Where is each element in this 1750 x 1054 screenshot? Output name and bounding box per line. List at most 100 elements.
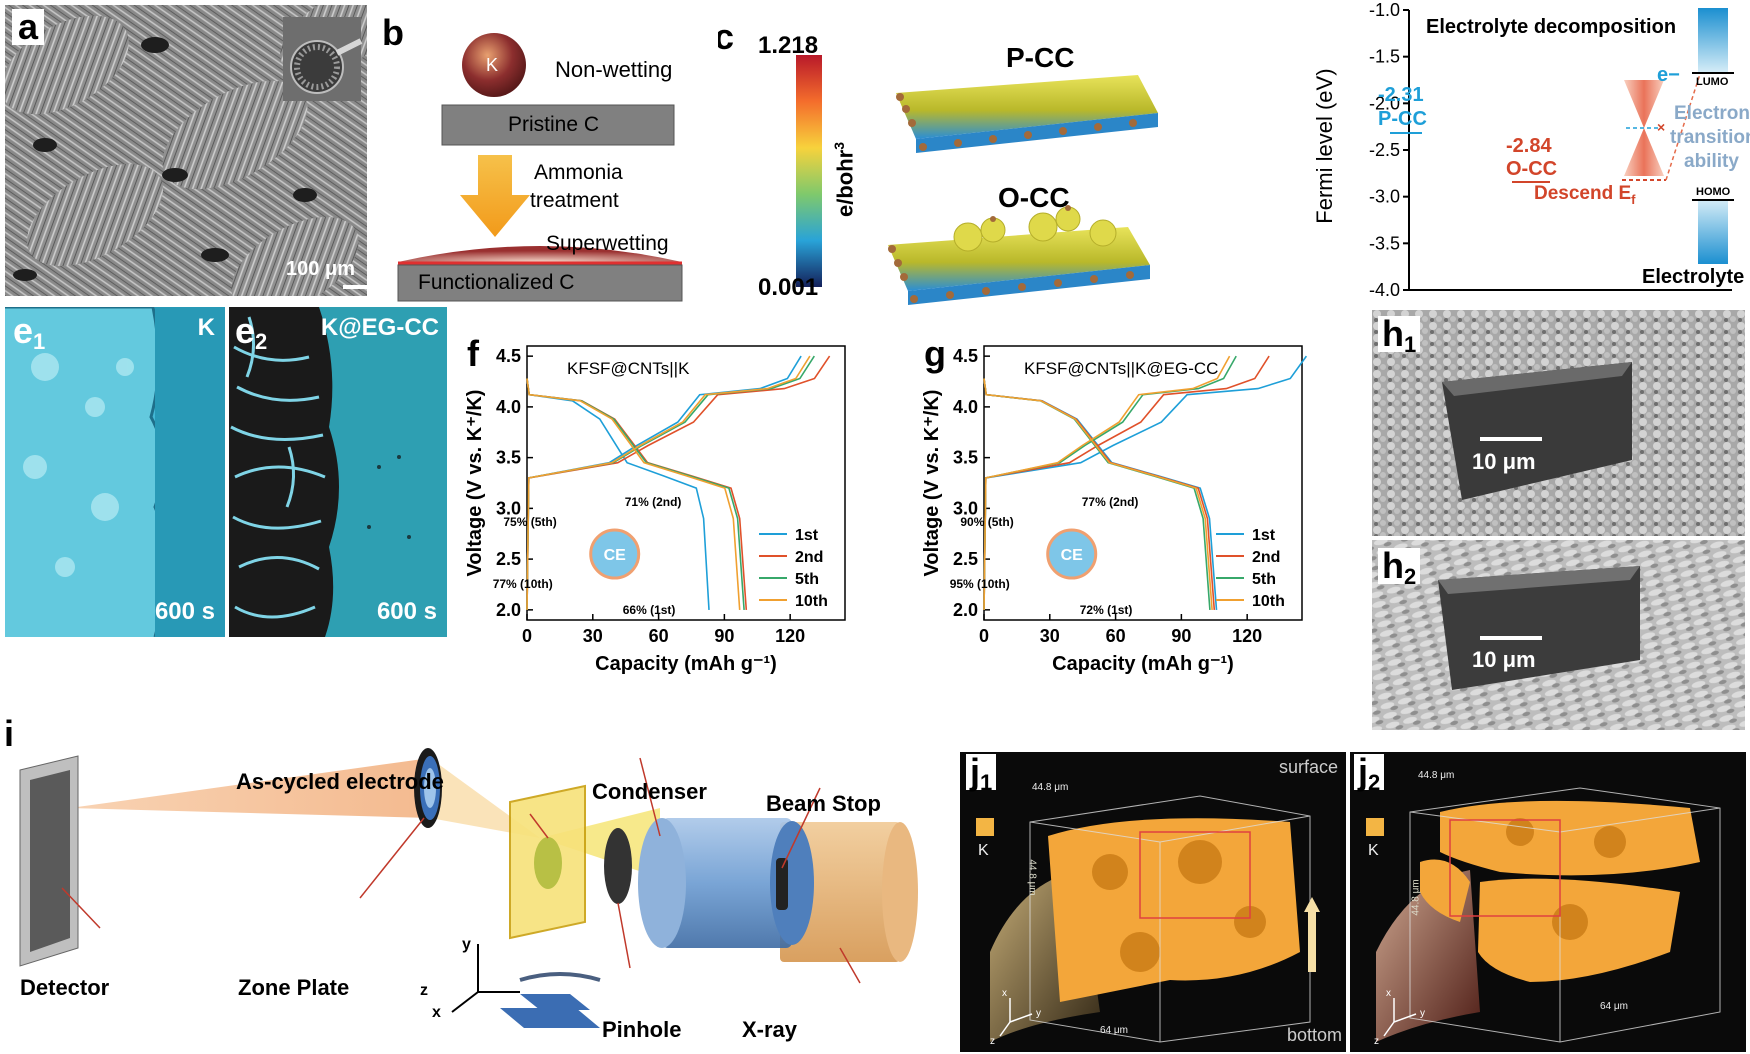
j2-legend: K [1368, 842, 1379, 859]
y-tick-label: 3.0 [953, 498, 978, 518]
panel-h1-sem: h1 10 μm [1372, 310, 1745, 536]
superwetting-film [398, 246, 682, 262]
axis-z-label: z [420, 982, 428, 999]
panel-g-label: g [924, 333, 946, 374]
fermi-tick-label: -1.0 [1369, 0, 1400, 20]
y-tick-label: 3.5 [953, 448, 978, 468]
occ-label: O-CC [998, 182, 1070, 213]
x-tick-label: 90 [1171, 626, 1191, 646]
panel-f-label: f [467, 333, 479, 374]
panel-e2-optical-image: e2 K@EG-CC 600 s [229, 307, 447, 637]
axis-y-label: y [462, 936, 471, 953]
carbon-cloth-texture [5, 5, 367, 296]
j1-ax-x: x [1002, 988, 1007, 999]
detector-label: Detector [20, 975, 110, 1000]
sphere-k-label: K [486, 55, 499, 75]
ce-annotation: 71% (2nd) [625, 495, 682, 509]
x-axis-label: Capacity (mAh g⁻¹) [595, 653, 777, 675]
fermi-tick-label: -4.0 [1369, 280, 1400, 300]
electrolyte-label: Electrolyte [1642, 266, 1745, 288]
pristine-carbon-block [441, 104, 675, 146]
homo-band [1698, 200, 1728, 264]
ce-annotation: 66% (1st) [623, 603, 676, 617]
homo-label: HOMO [1696, 186, 1731, 198]
scale-bar-label: 100 μm [286, 258, 355, 280]
colorbar-max: 1.218 [758, 32, 819, 59]
pcc-label: P-CC [1006, 42, 1075, 73]
charge-curve-1st [526, 355, 802, 610]
y-tick-label: 2.0 [496, 600, 521, 620]
e2-time: 600 s [376, 597, 437, 625]
j2-dim-top: 44.8 μm [1418, 770, 1455, 781]
panel-h2-label: h2 [1378, 548, 1421, 588]
y-tick-label: 4.5 [953, 346, 978, 366]
charge-curve-2nd [526, 355, 831, 610]
fermi-tick-label: -1.5 [1369, 47, 1400, 67]
occ-value: -2.84 [1506, 135, 1552, 157]
pcc-value: -2.31 [1378, 84, 1424, 106]
panel-c-label: c [718, 16, 735, 57]
e1-tag: K [197, 314, 215, 341]
y-tick-label: 4.0 [496, 397, 521, 417]
ce-annotation: 77% (2nd) [1082, 495, 1139, 509]
fermi-level-diagram: -1.0 -1.5 -2.0 -2.5 -3.0 -3.5 -4.0 × [1369, 0, 1734, 300]
superwetting-label: Superwetting [546, 232, 669, 255]
charge-curve-2nd [983, 355, 1270, 610]
ce-annotation: 77% (10th) [493, 577, 553, 591]
k-volume [1048, 818, 1300, 1002]
plot-frame [526, 345, 846, 621]
condenser-label: Condenser [592, 779, 707, 804]
legend-label-10th: 10th [795, 593, 828, 610]
ce-label: CE [604, 547, 627, 564]
fermi-tick-label: -2.5 [1369, 140, 1400, 160]
treatment-label: treatment [530, 189, 619, 212]
colorbar [796, 55, 822, 287]
e2-tag: K@EG-CC [320, 314, 439, 341]
legend-label-2nd: 2nd [1252, 549, 1280, 566]
y-tick-label: 3.0 [496, 498, 521, 518]
panel-c-charge-density: c 1.218 0.001 e/bohr3 P-CC O-CC [718, 5, 1278, 305]
k-egcc-texture [229, 307, 447, 637]
y-tick-label: 3.5 [496, 448, 521, 468]
axis-x-label: x [432, 1004, 441, 1021]
functionalized-carbon-block [397, 264, 683, 302]
x-tick-label: 90 [714, 626, 734, 646]
j1-render [976, 795, 1320, 1043]
wetting-schematic [397, 33, 683, 302]
ce-pie [589, 528, 641, 580]
h1-scale: 10 μm [1472, 449, 1536, 474]
j1-surface: surface [1278, 757, 1338, 777]
h2-trench [1438, 566, 1640, 690]
panel-a-sem-image: a 100 μm [5, 5, 367, 296]
chart-title: KFSF@CNTs||K [567, 359, 690, 378]
occ-name: O-CC [1506, 158, 1558, 180]
legend-label-1st: 1st [1252, 527, 1276, 544]
beam-stop-label: Beam Stop [766, 791, 881, 816]
panel-b-label: b [382, 12, 404, 53]
ce-annotation: 72% (1st) [1080, 603, 1133, 617]
charge-curve-10th [983, 355, 1231, 610]
e1-time: 600 s [154, 597, 215, 625]
chart-title: KFSF@CNTs||K@EG-CC [1024, 359, 1218, 378]
panel-b-schematic: b K Non-wetting Pristine C Ammonia treat… [380, 5, 710, 305]
ammonia-label: Ammonia [534, 161, 623, 184]
panel-e2-label: e2 [235, 310, 268, 354]
potassium-sphere [462, 33, 526, 97]
x-axis-label: Capacity (mAh g⁻¹) [1052, 653, 1234, 675]
lumo-band [1698, 8, 1728, 72]
electron-transition-2: transition [1670, 127, 1750, 148]
j2-ax-z: z [1374, 1036, 1379, 1047]
ce-annotation: 95% (10th) [950, 577, 1010, 591]
svg-text:×: × [1657, 119, 1665, 135]
voltage-capacity-chart-g: 0 30 60 90 120 2.0 2.5 3.0 3.5 4.0 4.5 Capacity (mA… [921, 345, 1308, 675]
j1-ax-z: z [990, 1036, 995, 1047]
charge-curve-10th [526, 355, 811, 610]
discharge-curve-10th [526, 378, 741, 610]
fermi-ylabel: Fermi level (eV) [1311, 68, 1337, 224]
treatment-arrow [460, 155, 530, 237]
y-tick-label: 2.5 [953, 549, 978, 569]
fermi-tick-label: -2.0 [1369, 93, 1400, 113]
pinhole-label: Pinhole [602, 1017, 682, 1042]
x-tick-label: 30 [1040, 626, 1060, 646]
electrode-label: As-cycled electrode [236, 769, 444, 794]
